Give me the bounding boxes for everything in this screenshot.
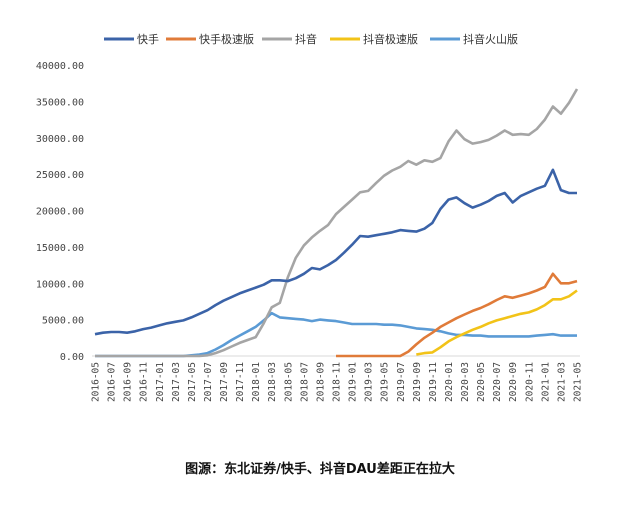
x-tick-label: 2020-01 <box>444 362 455 402</box>
legend-label: 快手极速版 <box>199 32 254 46</box>
series-line-0 <box>94 168 577 336</box>
series-lines <box>94 88 579 358</box>
x-tick-label: 2019-07 <box>396 362 407 402</box>
x-tick-label: 2016-07 <box>107 362 118 402</box>
x-tick-label: 2021-05 <box>573 362 584 402</box>
x-tick-label: 2020-09 <box>508 362 519 402</box>
y-tick-label: 10000.00 <box>36 279 84 290</box>
x-tick-label: 2020-03 <box>460 362 471 402</box>
x-tick-label: 2018-03 <box>267 362 278 402</box>
x-tick-label: 2018-05 <box>283 362 294 402</box>
y-tick-label: 5000.00 <box>42 316 84 327</box>
x-tick-label: 2021-01 <box>540 362 551 402</box>
y-tick-label: 20000.00 <box>36 207 84 218</box>
legend-label: 抖音 <box>295 32 317 46</box>
y-axis: 0.00 5000.00 10000.00 15000.00 20000.00 25000… <box>36 61 84 363</box>
legend-item: 抖音火山版 <box>430 32 518 46</box>
legend-item: 抖音 <box>262 32 317 46</box>
x-tick-label: 2019-11 <box>428 362 439 402</box>
series-line-1 <box>336 272 578 358</box>
legend-item: 快手极速版 <box>166 32 254 46</box>
figure-caption: 图源：东北证券/快手、抖音DAU差距正在拉大 <box>185 462 455 477</box>
y-tick-label: 35000.00 <box>36 97 84 108</box>
y-tick-label: 25000.00 <box>36 170 84 181</box>
x-tick-label: 2020-05 <box>476 362 487 402</box>
x-tick-label: 2019-05 <box>380 362 391 402</box>
series-line-3 <box>416 289 578 356</box>
x-tick-label: 2019-03 <box>364 362 375 402</box>
y-tick-label: 15000.00 <box>36 243 84 254</box>
x-axis: 2016-05 2016-07 2016-09 2016-11 2017-01 2017-… <box>91 355 584 402</box>
line-chart: 快手 快手极速版 抖音 抖音极速版 抖音火山版 0.00 5000.00 10000.00 1… <box>36 32 584 402</box>
x-tick-label: 2017-05 <box>187 362 198 402</box>
legend-item: 抖音极速版 <box>330 32 418 46</box>
x-tick-label: 2018-01 <box>251 362 262 402</box>
x-tick-label: 2017-09 <box>219 362 230 402</box>
x-tick-label: 2016-11 <box>139 362 150 402</box>
x-tick-label: 2017-01 <box>155 362 166 402</box>
x-tick-label: 2020-07 <box>492 362 503 402</box>
x-tick-label: 2021-03 <box>556 362 567 402</box>
x-tick-label: 2017-03 <box>171 362 182 402</box>
series-line-2 <box>95 88 579 358</box>
x-tick-label: 2017-07 <box>203 362 214 402</box>
x-tick-label: 2017-11 <box>235 362 246 402</box>
chart-legend: 快手 快手极速版 抖音 抖音极速版 抖音火山版 <box>104 32 518 46</box>
x-tick-label: 2018-07 <box>299 362 310 402</box>
y-tick-label: 0.00 <box>60 352 84 363</box>
legend-item: 快手 <box>104 32 159 46</box>
y-tick-label: 40000.00 <box>36 61 84 72</box>
x-tick-label: 2016-09 <box>123 362 134 402</box>
x-tick-label: 2019-09 <box>412 362 423 402</box>
legend-label: 抖音火山版 <box>463 32 518 46</box>
x-tick-label: 2020-11 <box>524 362 535 402</box>
x-tick-label: 2019-01 <box>348 362 359 402</box>
x-tick-label: 2018-11 <box>332 362 343 402</box>
legend-label: 快手 <box>137 32 159 46</box>
x-tick-label: 2016-05 <box>91 362 102 402</box>
x-tick-label: 2018-09 <box>315 362 326 402</box>
y-tick-label: 30000.00 <box>36 134 84 145</box>
legend-label: 抖音极速版 <box>363 32 418 46</box>
